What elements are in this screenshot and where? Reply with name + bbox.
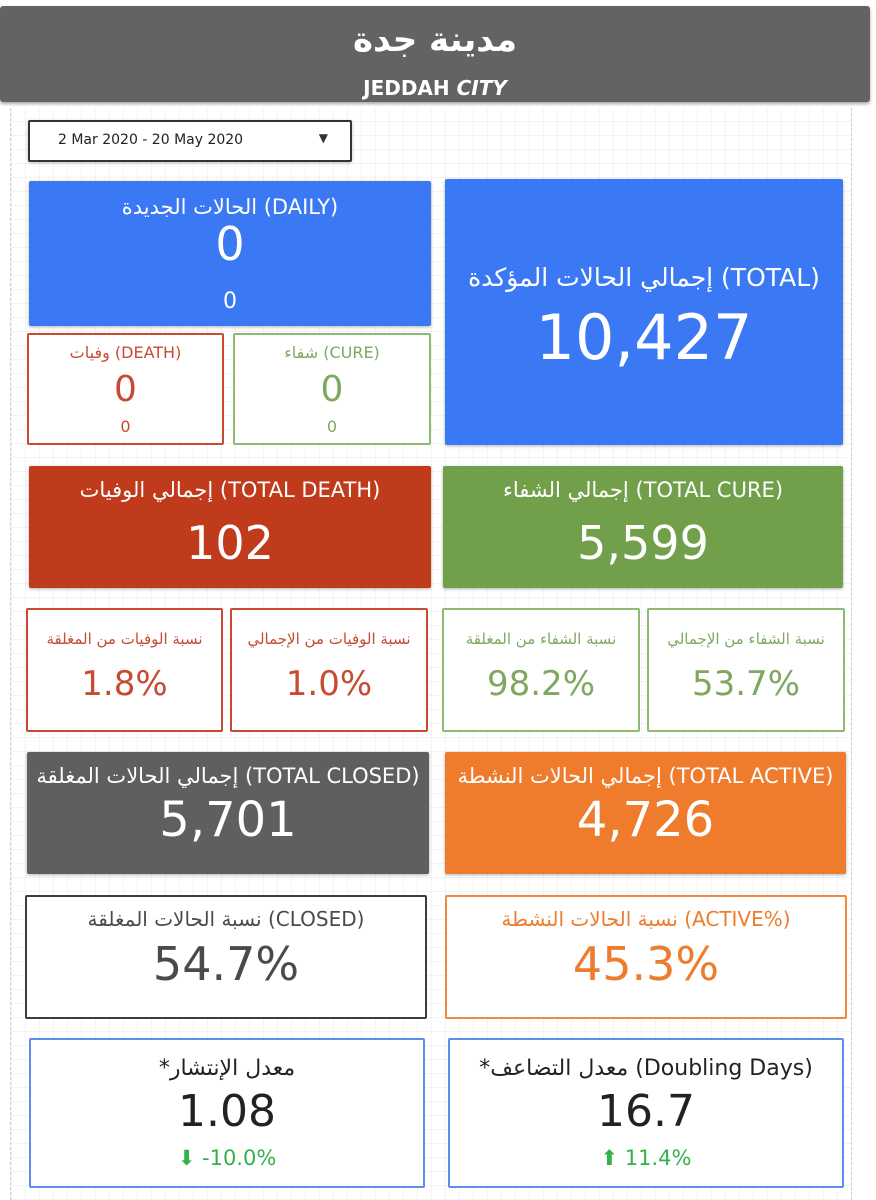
total-closed-value: 5,701 xyxy=(159,792,297,848)
death-closed-pct-card: نسبة الوفيات من المغلقة 1.8% xyxy=(26,608,223,732)
death-total-pct-value: 1.0% xyxy=(285,664,373,704)
total-confirmed-label: إجمالي الحالات المؤكدة (TOTAL) xyxy=(468,263,820,292)
cure-card: شفاء (CURE) 0 0 xyxy=(233,333,431,445)
active-pct-value: 45.3% xyxy=(572,937,720,991)
total-cure-card: إجمالي الشفاء (TOTAL CURE) 5,599 xyxy=(443,466,843,588)
death-label: وفيات (DEATH) xyxy=(69,343,182,362)
doubling-days-label: *معدل التضاعف (Doubling Days) xyxy=(479,1056,813,1081)
doubling-days-card: *معدل التضاعف (Doubling Days) 16.7 ⬆ 11.… xyxy=(448,1038,844,1188)
total-closed-card: إجمالي الحالات المغلقة (TOTAL CLOSED) 5,… xyxy=(27,752,429,874)
total-cure-value: 5,599 xyxy=(577,516,709,570)
cure-value: 0 xyxy=(320,369,344,410)
daily-card: الحالات الجديدة (DAILY) 0 0 xyxy=(29,181,431,326)
cure-total-pct-card: نسبة الشفاء من الإجمالي 53.7% xyxy=(647,608,845,732)
cure-total-pct-label: نسبة الشفاء من الإجمالي xyxy=(667,630,825,648)
total-closed-label: إجمالي الحالات المغلقة (TOTAL CLOSED) xyxy=(36,764,420,788)
doubling-days-value: 16.7 xyxy=(597,1086,695,1137)
cure-total-pct-value: 53.7% xyxy=(691,664,800,704)
cure-closed-pct-value: 98.2% xyxy=(486,664,595,704)
arrow-up-icon: ⬆ xyxy=(600,1146,619,1170)
total-death-card: إجمالي الوفيات (TOTAL DEATH) 102 xyxy=(29,466,431,588)
page-header: مدينة جدة JEDDAH CITY xyxy=(0,6,870,102)
death-card: وفيات (DEATH) 0 0 xyxy=(27,333,224,445)
spread-rate-label: *معدل الإنتشار xyxy=(158,1056,296,1081)
total-confirmed-card: إجمالي الحالات المؤكدة (TOTAL) 10,427 xyxy=(445,179,843,445)
death-total-pct-label: نسبة الوفيات من الإجمالي xyxy=(247,630,411,648)
daily-sub: 0 xyxy=(223,289,237,314)
spread-rate-value: 1.08 xyxy=(178,1086,276,1137)
spread-rate-card: *معدل الإنتشار 1.08 ⬇ -10.0% xyxy=(29,1038,425,1188)
active-pct-label: نسبة الحالات النشطة (ACTIVE%) xyxy=(501,907,791,931)
closed-pct-label: نسبة الحالات المغلقة (CLOSED) xyxy=(87,907,365,931)
title-english-word-1: JEDDAH xyxy=(363,76,450,100)
closed-pct-card: نسبة الحالات المغلقة (CLOSED) 54.7% xyxy=(25,895,427,1019)
title-arabic: مدينة جدة xyxy=(352,20,517,60)
daily-value: 0 xyxy=(215,217,245,271)
doubling-days-delta-value: 11.4% xyxy=(624,1146,692,1170)
total-confirmed-value: 10,427 xyxy=(535,301,753,374)
death-sub: 0 xyxy=(120,417,131,436)
total-active-card: إجمالي الحالات النشطة (TOTAL ACTIVE) 4,7… xyxy=(445,752,846,874)
total-death-label: إجمالي الوفيات (TOTAL DEATH) xyxy=(79,478,381,502)
total-death-value: 102 xyxy=(186,516,274,570)
doubling-days-delta: ⬆ 11.4% xyxy=(450,1146,842,1170)
spread-rate-delta-value: -10.0% xyxy=(202,1146,277,1170)
cure-closed-pct-card: نسبة الشفاء من المغلقة 98.2% xyxy=(442,608,640,732)
title-english: JEDDAH CITY xyxy=(0,76,870,100)
dropdown-caret-icon: ▼ xyxy=(318,131,328,145)
total-cure-label: إجمالي الشفاء (TOTAL CURE) xyxy=(502,478,784,502)
death-value: 0 xyxy=(114,369,137,410)
death-closed-pct-label: نسبة الوفيات من المغلقة xyxy=(46,630,203,648)
active-pct-card: نسبة الحالات النشطة (ACTIVE%) 45.3% xyxy=(445,895,847,1019)
cure-label: شفاء (CURE) xyxy=(284,343,380,362)
closed-pct-value: 54.7% xyxy=(152,937,300,991)
total-active-label: إجمالي الحالات النشطة (TOTAL ACTIVE) xyxy=(457,764,834,788)
arrow-down-icon: ⬇ xyxy=(177,1146,196,1170)
total-active-value: 4,726 xyxy=(576,792,715,848)
title-english-word-2: CITY xyxy=(456,76,507,100)
cure-sub: 0 xyxy=(326,417,338,436)
death-total-pct-card: نسبة الوفيات من الإجمالي 1.0% xyxy=(230,608,428,732)
death-closed-pct-value: 1.8% xyxy=(81,664,168,704)
date-range-value: 2 Mar 2020 - 20 May 2020 xyxy=(58,132,244,148)
date-range-selector[interactable]: 2 Mar 2020 - 20 May 2020 ▼ xyxy=(28,120,352,162)
spread-rate-delta: ⬇ -10.0% xyxy=(31,1146,423,1170)
daily-label: الحالات الجديدة (DAILY) xyxy=(121,195,339,219)
cure-closed-pct-label: نسبة الشفاء من المغلقة xyxy=(465,630,617,648)
